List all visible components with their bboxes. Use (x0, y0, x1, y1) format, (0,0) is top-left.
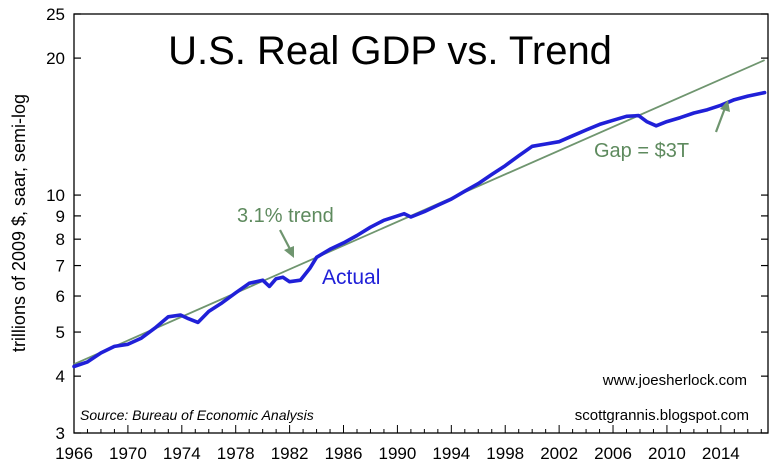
y-axis-title: trillions of 2009 $, saar, semi-log (9, 94, 29, 352)
x-tick-label: 2014 (702, 444, 740, 463)
x-axis: 1966 1970 1974 1978 1982 1986 1990 1994 1998 2002… (55, 425, 762, 463)
x-tick-label: 2010 (648, 444, 686, 463)
x-tick-label: 1966 (55, 444, 93, 463)
gap-arrow (714, 107, 727, 133)
actual-label: Actual (322, 266, 380, 289)
y-tick-label: 9 (56, 207, 65, 226)
actual-gdp-line (72, 90, 767, 369)
credit-scottgrannis: scottgrannis.blogspot.com (575, 407, 749, 424)
chart-title: U.S. Real GDP vs. Trend (168, 29, 612, 73)
x-tick-label: 1990 (379, 444, 417, 463)
y-tick-label: 20 (46, 49, 65, 68)
y-tick-label: 10 (46, 186, 65, 205)
y-tick-label: 5 (56, 323, 65, 342)
series-layer (72, 59, 767, 369)
plot-frame (73, 13, 769, 434)
x-tick-label: 1974 (163, 444, 201, 463)
y-tick-label: 25 (46, 5, 65, 24)
x-tick-label: 2006 (594, 444, 632, 463)
credit-joesherlock: www.joesherlock.com (602, 372, 747, 389)
x-tick-label: 1970 (109, 444, 147, 463)
x-tick-label: 1994 (432, 444, 470, 463)
y-tick-label: 8 (56, 230, 65, 249)
x-tick-label: 1998 (486, 444, 524, 463)
source-note: Source: Bureau of Economic Analysis (80, 407, 314, 423)
y-tick-label: 3 (56, 424, 65, 443)
trend-label: 3.1% trend (237, 205, 334, 227)
y-tick-label: 6 (56, 287, 65, 306)
x-tick-label: 1986 (325, 444, 363, 463)
y-axis: 3 4 5 6 7 8 9 10 20 25 (46, 5, 768, 443)
trend-arrow (279, 229, 292, 252)
x-tick-label: 1982 (271, 444, 309, 463)
x-tick-label: 1978 (217, 444, 255, 463)
y-tick-label: 7 (56, 257, 65, 276)
gap-label: Gap = $3T (594, 140, 689, 162)
y-tick-label: 4 (56, 367, 65, 386)
x-tick-label: 2002 (540, 444, 578, 463)
gap-arrowhead (720, 100, 730, 112)
trend-arrowhead (284, 246, 294, 258)
